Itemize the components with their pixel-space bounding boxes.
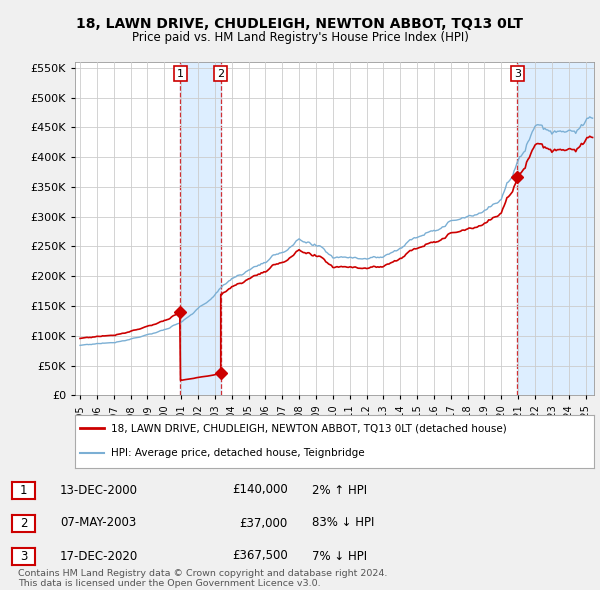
Text: 7% ↓ HPI: 7% ↓ HPI (312, 549, 367, 562)
Text: Price paid vs. HM Land Registry's House Price Index (HPI): Price paid vs. HM Land Registry's House … (131, 31, 469, 44)
Text: 18, LAWN DRIVE, CHUDLEIGH, NEWTON ABBOT, TQ13 0LT: 18, LAWN DRIVE, CHUDLEIGH, NEWTON ABBOT,… (77, 17, 523, 31)
Text: 18, LAWN DRIVE, CHUDLEIGH, NEWTON ABBOT, TQ13 0LT (detached house): 18, LAWN DRIVE, CHUDLEIGH, NEWTON ABBOT,… (112, 423, 507, 433)
Bar (181, 62, 221, 395)
Text: 13-DEC-2000: 13-DEC-2000 (60, 483, 138, 497)
Text: 2: 2 (20, 517, 27, 530)
Text: 07-MAY-2003: 07-MAY-2003 (60, 516, 136, 529)
Text: 1: 1 (177, 68, 184, 78)
Text: 3: 3 (514, 68, 521, 78)
Text: Contains HM Land Registry data © Crown copyright and database right 2024.
This d: Contains HM Land Registry data © Crown c… (18, 569, 388, 588)
Text: 17-DEC-2020: 17-DEC-2020 (60, 549, 138, 562)
Text: HPI: Average price, detached house, Teignbridge: HPI: Average price, detached house, Teig… (112, 448, 365, 458)
Text: £367,500: £367,500 (232, 549, 288, 562)
Text: 83% ↓ HPI: 83% ↓ HPI (312, 516, 374, 529)
Text: 3: 3 (20, 550, 27, 563)
Text: £37,000: £37,000 (240, 516, 288, 529)
Text: £140,000: £140,000 (232, 483, 288, 497)
Text: 1: 1 (20, 484, 27, 497)
Text: 2: 2 (217, 68, 224, 78)
Bar (517, 62, 594, 395)
Text: 2% ↑ HPI: 2% ↑ HPI (312, 483, 367, 497)
